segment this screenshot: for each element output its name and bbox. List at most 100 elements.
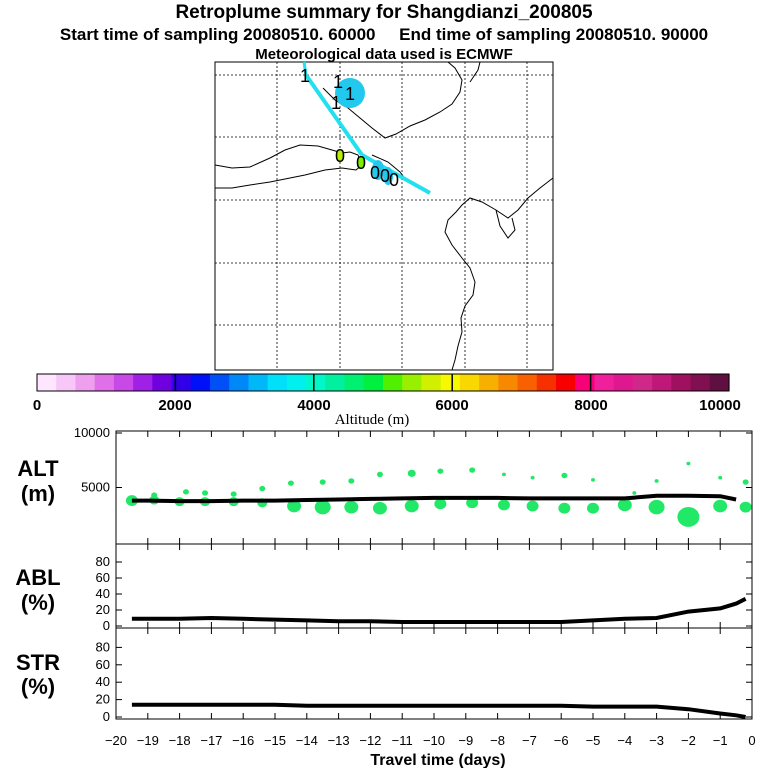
x-tick-label: −11: [392, 733, 413, 748]
colorbar-cell: [37, 374, 57, 391]
colorbar-tick-label: 4000: [297, 397, 330, 414]
x-tick-label: −19: [137, 733, 159, 748]
alt-series-line: [131, 493, 737, 504]
plume-cluster-circle: [336, 150, 344, 162]
y-tick-label: 40: [96, 674, 110, 689]
x-tick-label: −1: [713, 733, 728, 748]
plume-bubble: [259, 485, 266, 492]
abl-ylabel-unit: (%): [21, 590, 55, 615]
plume-bubble: [469, 467, 476, 473]
colorbar-cell: [133, 374, 153, 391]
plume-bubble: [372, 501, 387, 515]
trajectory-segment: [302, 61, 308, 76]
plume-bubble: [739, 501, 752, 513]
colorbar-cell: [229, 374, 250, 391]
colorbar-tick-label: 8000: [574, 397, 607, 414]
x-tick-label: −10: [423, 733, 445, 748]
colorbar-cell: [652, 374, 672, 391]
plume-bubble: [287, 480, 294, 486]
map-graticule: [215, 62, 553, 370]
str-ylabel-unit: (%): [21, 674, 55, 699]
x-tick-label: −5: [586, 733, 601, 748]
plume-map: 1 1 1 1 0 0 0 0 0: [214, 61, 554, 371]
colorbar-cell: [210, 374, 230, 391]
colorbar-tick-label: 6000: [435, 397, 468, 414]
plume-bubble: [501, 472, 506, 477]
colorbar-tick-label: 0: [33, 397, 41, 414]
x-tick-label: −7: [522, 733, 537, 748]
plume-bubble: [376, 471, 383, 478]
y-tick-label: 10000: [74, 425, 110, 440]
colorbar-cell: [671, 374, 692, 391]
alt-ylabel-unit: (m): [21, 481, 55, 506]
colorbar-cell: [709, 374, 730, 391]
colorbar-cell: [613, 374, 634, 391]
plume-bubble: [348, 478, 355, 484]
colorbar-cell: [94, 374, 115, 391]
x-tick-label: −12: [359, 733, 381, 748]
plume-bubble: [314, 499, 331, 515]
x-tick-label: −3: [649, 733, 664, 748]
x-tick-label: −20: [105, 733, 127, 748]
colorbar-cell: [344, 374, 365, 391]
colorbar-cell: [325, 374, 346, 391]
plume-bubble: [632, 491, 637, 495]
sampling-times: Start time of sampling 20080510. 60000 E…: [0, 25, 768, 45]
coastlines: [214, 61, 554, 371]
colorbar-cell: [286, 374, 307, 391]
end-time-label: End time of sampling 20080510. 90000: [399, 25, 709, 44]
plume-bubble: [742, 479, 749, 485]
colorbar-cell: [402, 374, 423, 391]
colorbar-frame: [36, 373, 730, 392]
abl-ylabel: ABL: [15, 565, 60, 590]
abl-panel-frame: [115, 543, 753, 629]
x-tick-label: −4: [617, 733, 632, 748]
colorbar-cell: [517, 374, 538, 391]
cluster-label: 1: [333, 72, 343, 92]
plume-bubble: [434, 498, 447, 510]
plume-bubble: [654, 479, 659, 483]
plume-bubble: [587, 502, 599, 514]
colorbar-cell: [306, 374, 326, 391]
alt-panel-frame: [115, 430, 753, 545]
plume-bubble: [202, 490, 209, 496]
cluster-labels: 1 1 1 1 0 0 0 0 0: [300, 66, 399, 190]
colorbar-cell: [498, 374, 519, 391]
plume-bubble: [230, 491, 237, 497]
plume-bubble: [677, 507, 700, 527]
plume-bubble: [437, 468, 444, 474]
y-tick-label: 60: [96, 657, 110, 672]
alt-ylabel: ALT: [17, 456, 59, 481]
x-tick-label: −6: [554, 733, 569, 748]
plume-bubble: [617, 498, 632, 512]
cluster-label: 0: [380, 166, 390, 186]
plume-bubble: [404, 499, 419, 513]
colorbar-cell: [421, 374, 442, 391]
x-tick-label: −18: [169, 733, 191, 748]
x-tick-label: −2: [681, 733, 696, 748]
y-tick-label: 20: [96, 602, 110, 617]
cluster-label: 1: [331, 93, 341, 113]
cluster-label: 1: [345, 84, 355, 104]
trajectory-segment: [304, 73, 364, 157]
colorbar-cell: [56, 374, 77, 391]
colorbar-tick-label: 10000: [699, 397, 741, 414]
plume-cluster-circle: [335, 78, 365, 108]
cluster-label: 0: [335, 146, 345, 166]
colorbar-cell: [632, 374, 653, 391]
colorbar-cell: [383, 374, 403, 391]
plume-bubble: [648, 499, 665, 515]
x-tick-label: −13: [328, 733, 350, 748]
colorbar-cell: [440, 374, 461, 391]
y-tick-label: 0: [103, 709, 110, 724]
colorbar-cell: [479, 374, 499, 391]
x-tick-label: −17: [200, 733, 222, 748]
colorbar-cell: [75, 374, 96, 391]
colorbar-label: Altitude (m): [335, 412, 410, 428]
colorbar-cell: [248, 374, 269, 391]
alt-panel: ALT (m) 5000 10000: [17, 425, 753, 545]
plume-bubble: [526, 500, 539, 512]
plume-bubble: [561, 472, 568, 479]
y-tick-label: 40: [96, 586, 110, 601]
